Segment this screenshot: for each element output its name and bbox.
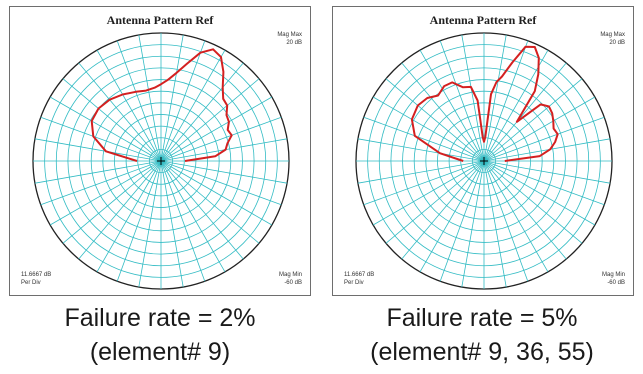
antenna-pattern-panel-right: Antenna Pattern Ref Mag Max 20 dB Mag Mi… bbox=[332, 6, 634, 296]
grid-spoke bbox=[160, 96, 273, 162]
grid-spoke bbox=[483, 62, 567, 162]
grid-spoke bbox=[483, 160, 549, 273]
mag-min-label: Mag Min -60 dB bbox=[602, 271, 625, 287]
grid-spoke bbox=[357, 138, 485, 162]
grid-spoke bbox=[357, 160, 485, 184]
grid-spoke bbox=[419, 49, 485, 162]
grid-spoke bbox=[160, 160, 273, 226]
grid-spoke bbox=[483, 160, 507, 288]
grid-spoke bbox=[483, 160, 605, 206]
grid-spoke bbox=[49, 160, 162, 226]
grid-spoke bbox=[363, 116, 485, 162]
grid-spoke bbox=[96, 49, 162, 162]
grid-spoke bbox=[138, 34, 162, 162]
grid-spoke bbox=[483, 96, 596, 162]
grid-spoke bbox=[483, 160, 596, 226]
grid-spoke bbox=[483, 160, 567, 260]
chart-title: Antenna Pattern Ref bbox=[429, 13, 537, 27]
grid-spoke bbox=[419, 160, 485, 273]
grid-spoke bbox=[116, 160, 162, 282]
grid-spoke bbox=[483, 160, 583, 244]
grid-spoke bbox=[34, 138, 162, 162]
per-div-value: 11.6667 dB bbox=[21, 272, 52, 278]
grid-spoke bbox=[62, 78, 162, 162]
per-div-value: 11.6667 dB bbox=[344, 272, 375, 278]
grid-spoke bbox=[483, 49, 549, 162]
grid-spoke bbox=[160, 116, 282, 162]
grid-spoke bbox=[439, 160, 485, 282]
grid-spoke bbox=[160, 160, 282, 206]
grid-spoke bbox=[62, 160, 162, 244]
mag-max-value: 20 dB bbox=[609, 40, 625, 46]
grid-spoke bbox=[439, 40, 485, 162]
grid-spoke bbox=[372, 160, 485, 226]
grid-spoke bbox=[116, 40, 162, 162]
element-list-text: (element# 9) bbox=[89, 338, 231, 366]
mag-max-text: Mag Max bbox=[277, 32, 302, 38]
element-list-text: (element# 9, 36, 55) bbox=[370, 338, 594, 366]
grid-spoke bbox=[483, 138, 611, 162]
mag-max-label: Mag Max 20 dB bbox=[277, 31, 302, 47]
grid-spoke bbox=[160, 160, 226, 273]
grid-spoke bbox=[160, 160, 260, 244]
antenna-pattern-panel-left: Antenna Pattern Ref Mag Max 20 dB Mag Mi… bbox=[9, 6, 311, 296]
grid-spoke bbox=[160, 160, 288, 184]
mag-min-text: Mag Min bbox=[601, 272, 625, 278]
per-div-label: 11.6667 dB Per Div bbox=[21, 271, 51, 287]
grid-spoke bbox=[78, 62, 162, 162]
grid-spoke bbox=[160, 62, 244, 162]
grid-spoke bbox=[160, 40, 206, 162]
grid-spoke bbox=[160, 78, 260, 162]
grid-spoke bbox=[160, 160, 206, 282]
grid-spoke bbox=[461, 160, 485, 288]
grid-spoke bbox=[385, 78, 485, 162]
per-div-text: Per Div bbox=[344, 280, 364, 286]
grid-spoke bbox=[483, 78, 583, 162]
grid-spoke bbox=[40, 116, 162, 162]
failure-rate-text: Failure rate = 5% bbox=[386, 304, 578, 332]
failure-rate-text: Failure rate = 2% bbox=[64, 304, 256, 332]
per-div-label: 11.6667 dB Per Div bbox=[344, 271, 374, 287]
grid-spoke bbox=[401, 62, 485, 162]
per-div-text: Per Div bbox=[21, 280, 41, 286]
mag-min-label: Mag Min -60 dB bbox=[279, 271, 302, 287]
grid-spoke bbox=[160, 49, 226, 162]
mag-max-label: Mag Max 20 dB bbox=[600, 31, 625, 47]
polar-plot bbox=[32, 32, 290, 290]
grid-spoke bbox=[138, 160, 162, 288]
pattern-line bbox=[90, 48, 233, 162]
grid-spoke bbox=[78, 160, 162, 260]
grid-spoke bbox=[160, 160, 184, 288]
grid-spoke bbox=[483, 34, 507, 162]
grid-spoke bbox=[385, 160, 485, 244]
grid-spoke bbox=[461, 34, 485, 162]
grid-spoke bbox=[483, 160, 611, 184]
caption-right: Failure rate = 5% (element# 9, 36, 55) bbox=[322, 301, 642, 369]
grid-spoke bbox=[483, 160, 529, 282]
grid-spoke bbox=[160, 34, 184, 162]
mag-max-value: 20 dB bbox=[286, 40, 302, 46]
grid-spoke bbox=[483, 40, 529, 162]
grid-spoke bbox=[401, 160, 485, 260]
mag-min-value: -60 dB bbox=[607, 280, 625, 286]
grid-spoke bbox=[49, 96, 162, 162]
chart-title: Antenna Pattern Ref bbox=[106, 13, 214, 27]
pattern-line bbox=[410, 45, 559, 162]
grid-spoke bbox=[40, 160, 162, 206]
mag-max-text: Mag Max bbox=[600, 32, 625, 38]
grid-spoke bbox=[96, 160, 162, 273]
polar-plot bbox=[355, 32, 613, 290]
grid-spoke bbox=[363, 160, 485, 206]
grid-spoke bbox=[160, 160, 244, 260]
grid-spoke bbox=[34, 160, 162, 184]
caption-left: Failure rate = 2% (element# 9) bbox=[0, 301, 320, 369]
grid-spoke bbox=[483, 116, 605, 162]
grid-spoke bbox=[372, 96, 485, 162]
mag-min-value: -60 dB bbox=[284, 280, 302, 286]
mag-min-text: Mag Min bbox=[278, 272, 302, 278]
